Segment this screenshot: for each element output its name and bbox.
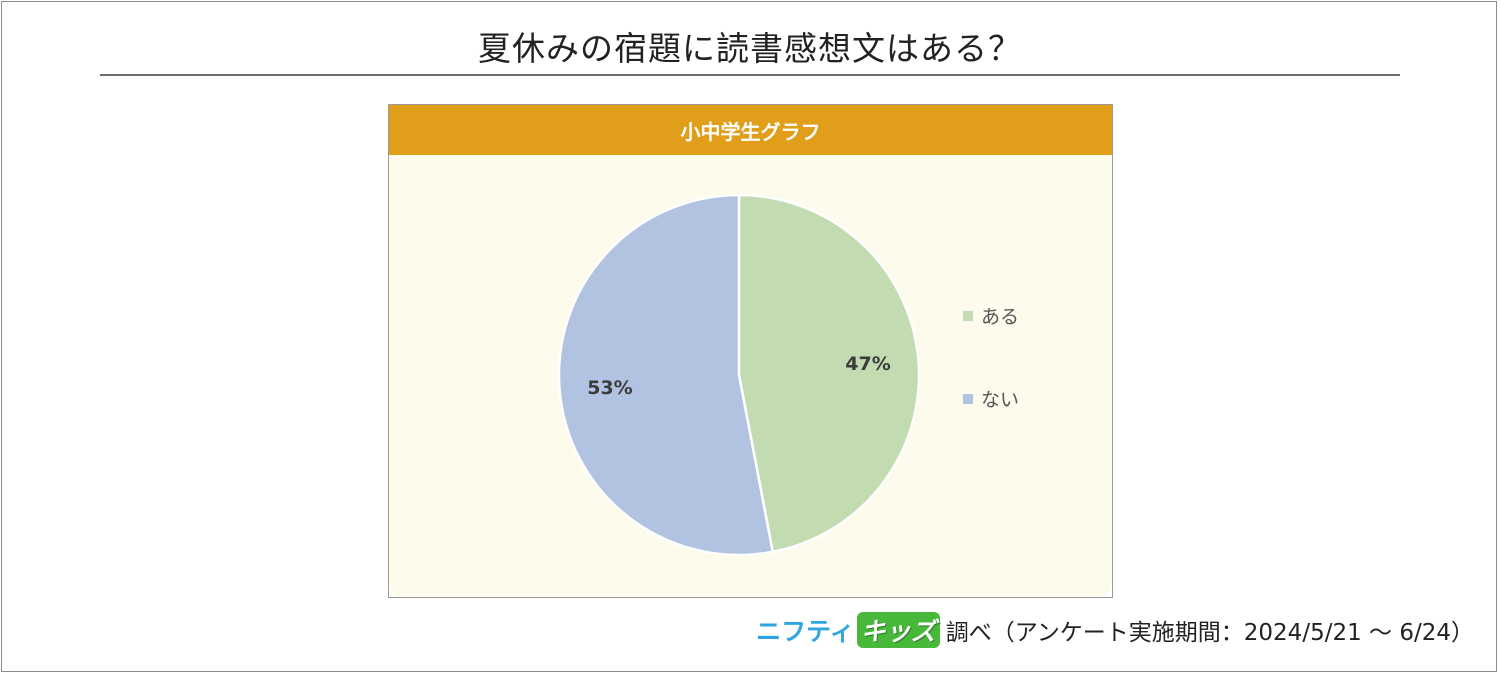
survey-period-text: 調べ（アンケート実施期間：2024/5/21 ～ 6/24） xyxy=(945,620,1474,646)
page-title: 夏休みの宿題に読書感想文はある？ xyxy=(478,29,1022,68)
data-label-nai: 53% xyxy=(587,377,632,399)
legend-label-nai: ない xyxy=(981,389,1019,411)
logo-text-nifty: ニフティ xyxy=(756,617,855,646)
legend-swatch-aru xyxy=(963,311,973,321)
source-note: ニフティ キッズ 調べ（アンケート実施期間：2024/5/21 ～ 6/24） xyxy=(756,612,1474,648)
data-label-aru: 47% xyxy=(845,353,890,375)
pie-slice-aru xyxy=(737,193,921,554)
legend-label-aru: ある xyxy=(981,306,1019,328)
pie-slice-nai xyxy=(557,193,775,557)
panel-header: 小中学生グラフ xyxy=(389,105,1112,155)
chart-area: 47% 53% あるない xyxy=(389,155,1112,597)
chart-panel: 小中学生グラフ 47% 53% あるない xyxy=(388,104,1113,598)
niftykids-logo: ニフティ キッズ xyxy=(756,612,940,648)
legend-swatch-nai xyxy=(963,394,973,404)
logo-text-kids: キッズ xyxy=(856,612,940,648)
title-divider xyxy=(100,74,1400,76)
